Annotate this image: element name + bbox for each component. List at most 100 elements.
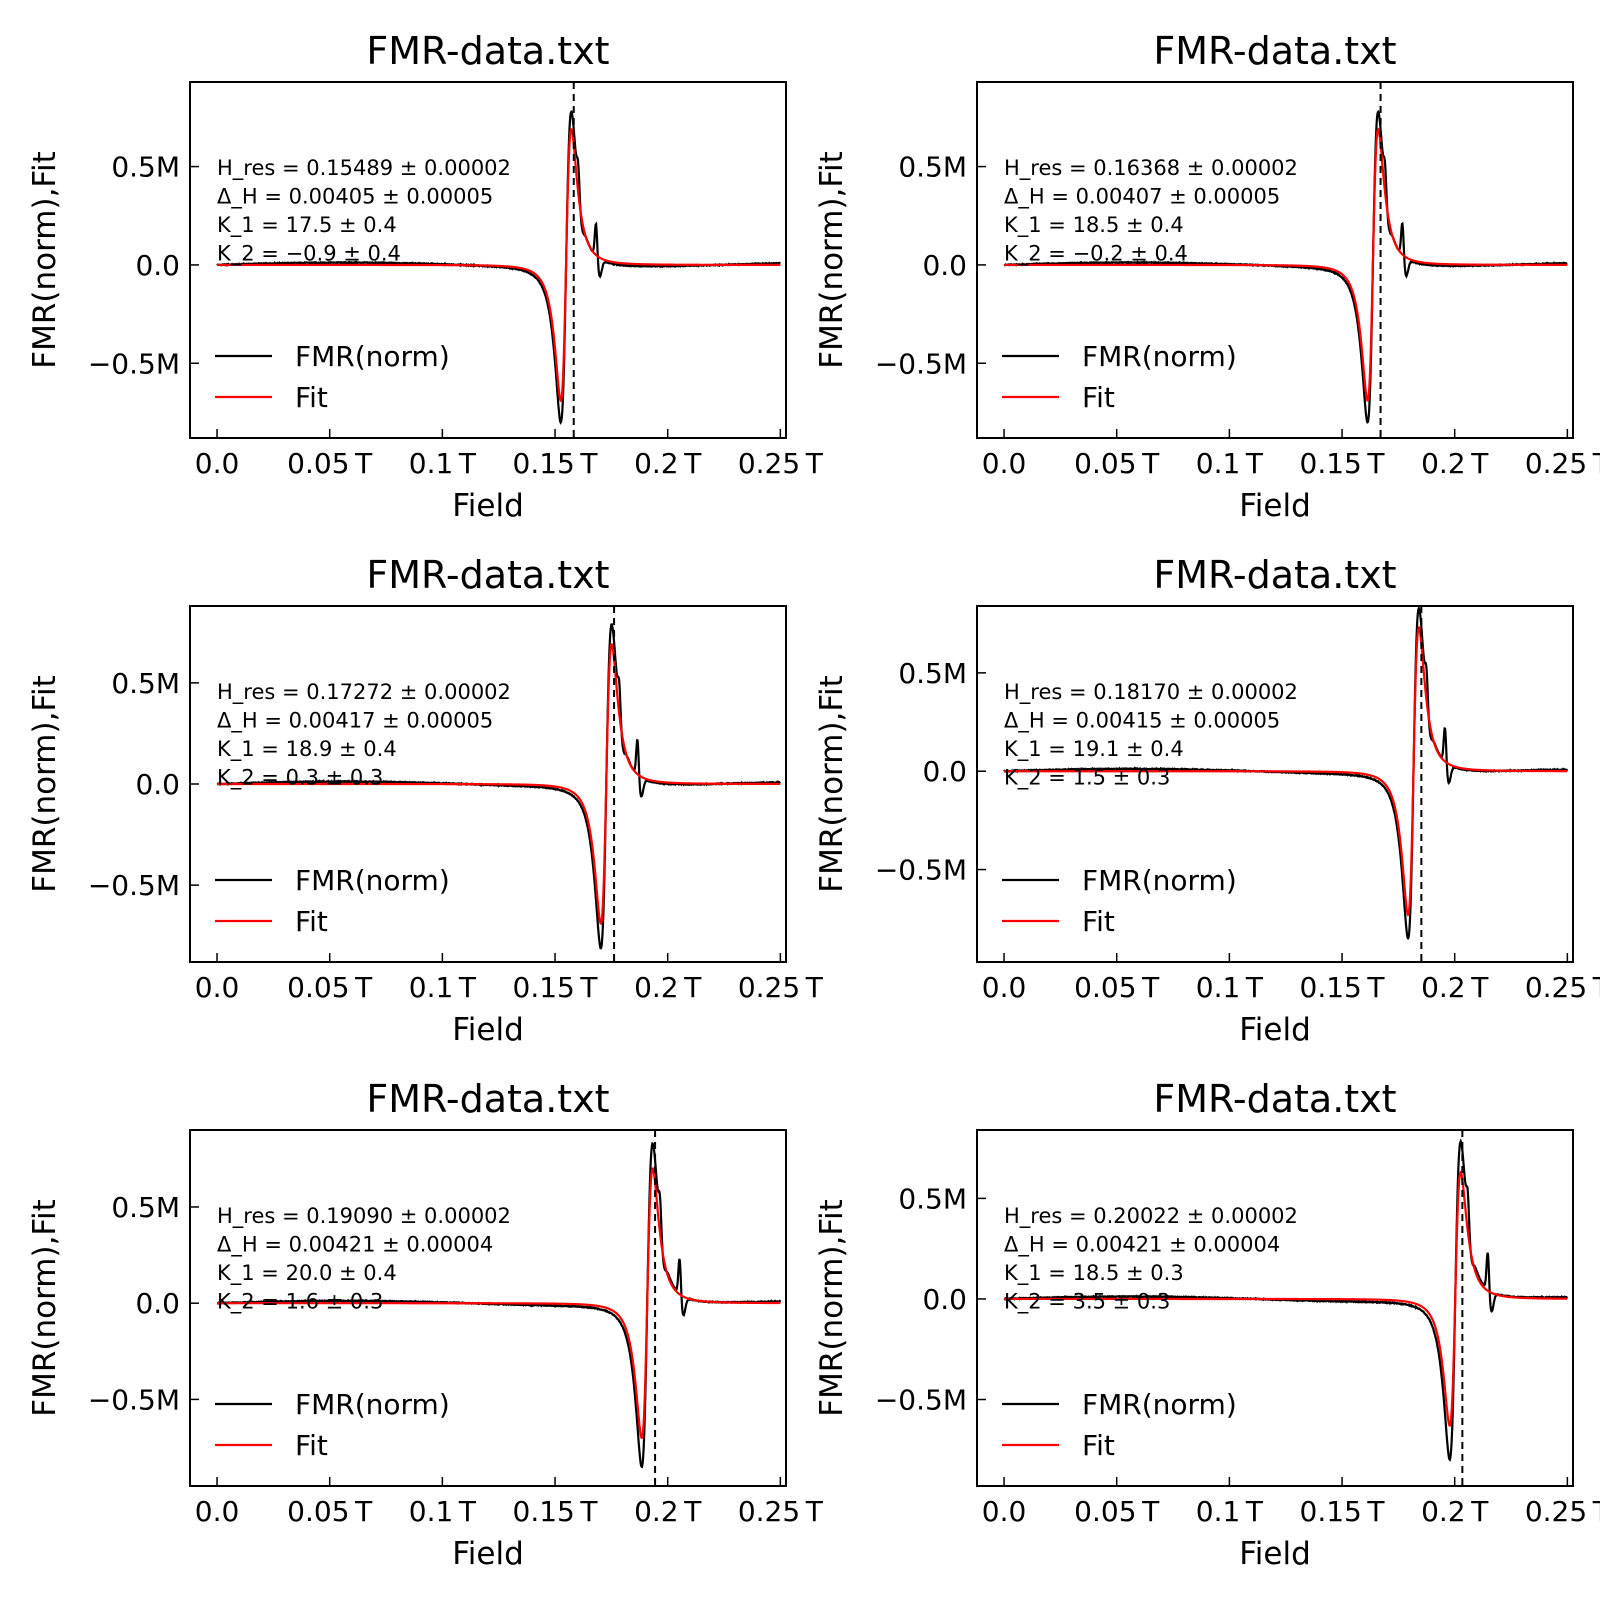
x-tick-label: 0.2 T: [1421, 447, 1489, 480]
panel-title: FMR-data.txt: [366, 1077, 609, 1121]
panel-title: FMR-data.txt: [1153, 29, 1396, 73]
y-tick-label: 0.0: [922, 755, 967, 788]
x-tick-label: 0.2 T: [634, 1495, 702, 1528]
y-tick-label: 0.0: [922, 1283, 967, 1316]
x-tick-label: 0.1 T: [1196, 1495, 1264, 1528]
series-line-fit: [217, 642, 781, 926]
y-tick-label: 0.5M: [898, 151, 967, 184]
fit-annotation: H_res = 0.20022 ± 0.00002: [1004, 1204, 1298, 1229]
legend-label: Fit: [1082, 1429, 1115, 1462]
x-tick-label: 0.25 T: [1525, 971, 1600, 1004]
panel-5: FMR-data.txt Field FMR(norm),Fit 0.0 0.05 T 0…: [27, 1077, 824, 1572]
x-tick-label: 0.25 T: [1525, 1495, 1600, 1528]
fit-annotation: K_1 = 19.1 ± 0.4: [1004, 737, 1184, 762]
x-tick-label: 0.0: [982, 447, 1027, 480]
legend-label: FMR(norm): [1082, 864, 1237, 897]
axes-frame: [189, 605, 787, 963]
fit-annotation: Δ_H = 0.00417 ± 0.00005: [217, 709, 493, 734]
x-tick-label: 0.25 T: [1525, 447, 1600, 480]
x-tick-label: 0.2 T: [634, 447, 702, 480]
plot-area: [216, 623, 781, 950]
fit-annotation: K_2 = 1.5 ± 0.3: [1004, 766, 1170, 791]
fit-annotation: Δ_H = 0.00405 ± 0.00005: [217, 185, 493, 210]
x-tick-label: 0.25 T: [738, 971, 824, 1004]
y-tick-label: 0.5M: [111, 667, 180, 700]
plot-area: [216, 1141, 782, 1469]
y-tick-label: 0.5M: [898, 657, 967, 690]
x-tick-label: 0.15 T: [1300, 971, 1386, 1004]
fit-annotation: K_1 = 17.5 ± 0.4: [217, 213, 397, 238]
fit-annotation: K_1 = 18.9 ± 0.4: [217, 737, 397, 762]
x-tick-label: 0.2 T: [1421, 1495, 1489, 1528]
legend-label: FMR(norm): [295, 1388, 450, 1421]
x-tick-label: 0.1 T: [409, 971, 477, 1004]
legend-label: Fit: [295, 1429, 328, 1462]
x-tick-label: 0.1 T: [409, 1495, 477, 1528]
panel-title: FMR-data.txt: [1153, 553, 1396, 597]
x-tick-label: 0.15 T: [513, 971, 599, 1004]
fit-annotation: H_res = 0.18170 ± 0.00002: [1004, 680, 1298, 705]
panel-2: FMR-data.txt Field FMR(norm),Fit 0.0 0.05 T 0…: [814, 29, 1600, 524]
panel-1: FMR-data.txt Field FMR(norm),Fit 0.0 0.05 T 0…: [27, 29, 824, 524]
series-line-fit: [1004, 1170, 1568, 1427]
y-tick-label: 0.5M: [898, 1182, 967, 1215]
fit-annotation: Δ_H = 0.00407 ± 0.00005: [1004, 185, 1280, 210]
x-tick-label: 0.0: [982, 971, 1027, 1004]
fit-annotation: Δ_H = 0.00415 ± 0.00005: [1004, 709, 1280, 734]
fit-annotation: K_1 = 20.0 ± 0.4: [217, 1261, 397, 1286]
panel-title: FMR-data.txt: [1153, 1077, 1396, 1121]
series-line-fit: [217, 128, 781, 403]
x-tick-label: 0.0: [195, 447, 240, 480]
axes-frame: [976, 1129, 1574, 1487]
fit-annotation: K_2 = 0.3 ± 0.3: [217, 766, 383, 791]
x-tick-label: 0.1 T: [409, 447, 477, 480]
x-axis-label: Field: [1239, 488, 1311, 524]
plot-area: [1003, 1138, 1569, 1462]
x-tick-label: 0.05 T: [287, 447, 373, 480]
x-tick-label: 0.2 T: [634, 971, 702, 1004]
x-tick-label: 0.25 T: [738, 1495, 824, 1528]
legend-label: Fit: [295, 905, 328, 938]
series-line-fit: [217, 1167, 781, 1440]
y-tick-label: 0.0: [135, 768, 180, 801]
plot-area: [216, 109, 781, 425]
panel-title: FMR-data.txt: [366, 29, 609, 73]
series-line-fit: [1004, 625, 1568, 917]
y-tick-label: −0.5M: [88, 869, 180, 902]
plot-area: [1003, 606, 1569, 941]
fit-annotation: Δ_H = 0.00421 ± 0.00004: [1004, 1233, 1280, 1258]
y-tick-label: 0.0: [922, 249, 967, 282]
legend-label: Fit: [1082, 381, 1115, 414]
axes-frame: [976, 605, 1574, 963]
fit-annotation: H_res = 0.17272 ± 0.00002: [217, 680, 511, 705]
x-tick-label: 0.05 T: [1074, 447, 1160, 480]
fit-annotation: H_res = 0.16368 ± 0.00002: [1004, 156, 1298, 181]
x-tick-label: 0.25 T: [738, 447, 824, 480]
x-tick-label: 0.15 T: [513, 447, 599, 480]
x-tick-label: 0.15 T: [513, 1495, 599, 1528]
fit-annotation: K_1 = 18.5 ± 0.4: [1004, 213, 1184, 238]
x-axis-label: Field: [1239, 1536, 1311, 1572]
x-tick-label: 0.2 T: [1421, 971, 1489, 1004]
x-tick-label: 0.0: [195, 971, 240, 1004]
axes-frame: [976, 81, 1574, 439]
fit-annotation: K_2 = 3.5 ± 0.3: [1004, 1290, 1170, 1315]
series-line-fit: [1004, 127, 1568, 402]
x-tick-label: 0.05 T: [287, 1495, 373, 1528]
x-tick-label: 0.0: [982, 1495, 1027, 1528]
y-tick-label: −0.5M: [88, 1383, 180, 1416]
x-tick-label: 0.0: [195, 1495, 240, 1528]
y-tick-label: 0.5M: [111, 151, 180, 184]
y-tick-label: −0.5M: [875, 347, 967, 380]
plot-area: [1003, 109, 1568, 424]
x-tick-label: 0.15 T: [1300, 1495, 1386, 1528]
y-axis-label: FMR(norm),Fit: [27, 1199, 63, 1417]
x-tick-label: 0.05 T: [1074, 971, 1160, 1004]
fit-annotation: H_res = 0.15489 ± 0.00002: [217, 156, 511, 181]
panel-3: FMR-data.txt Field FMR(norm),Fit 0.0 0.05 T 0…: [27, 553, 824, 1048]
legend-label: FMR(norm): [1082, 1388, 1237, 1421]
axes-frame: [189, 81, 787, 439]
panel-4: FMR-data.txt Field FMR(norm),Fit 0.0 0.05 T 0…: [814, 553, 1600, 1048]
y-tick-label: −0.5M: [875, 854, 967, 887]
